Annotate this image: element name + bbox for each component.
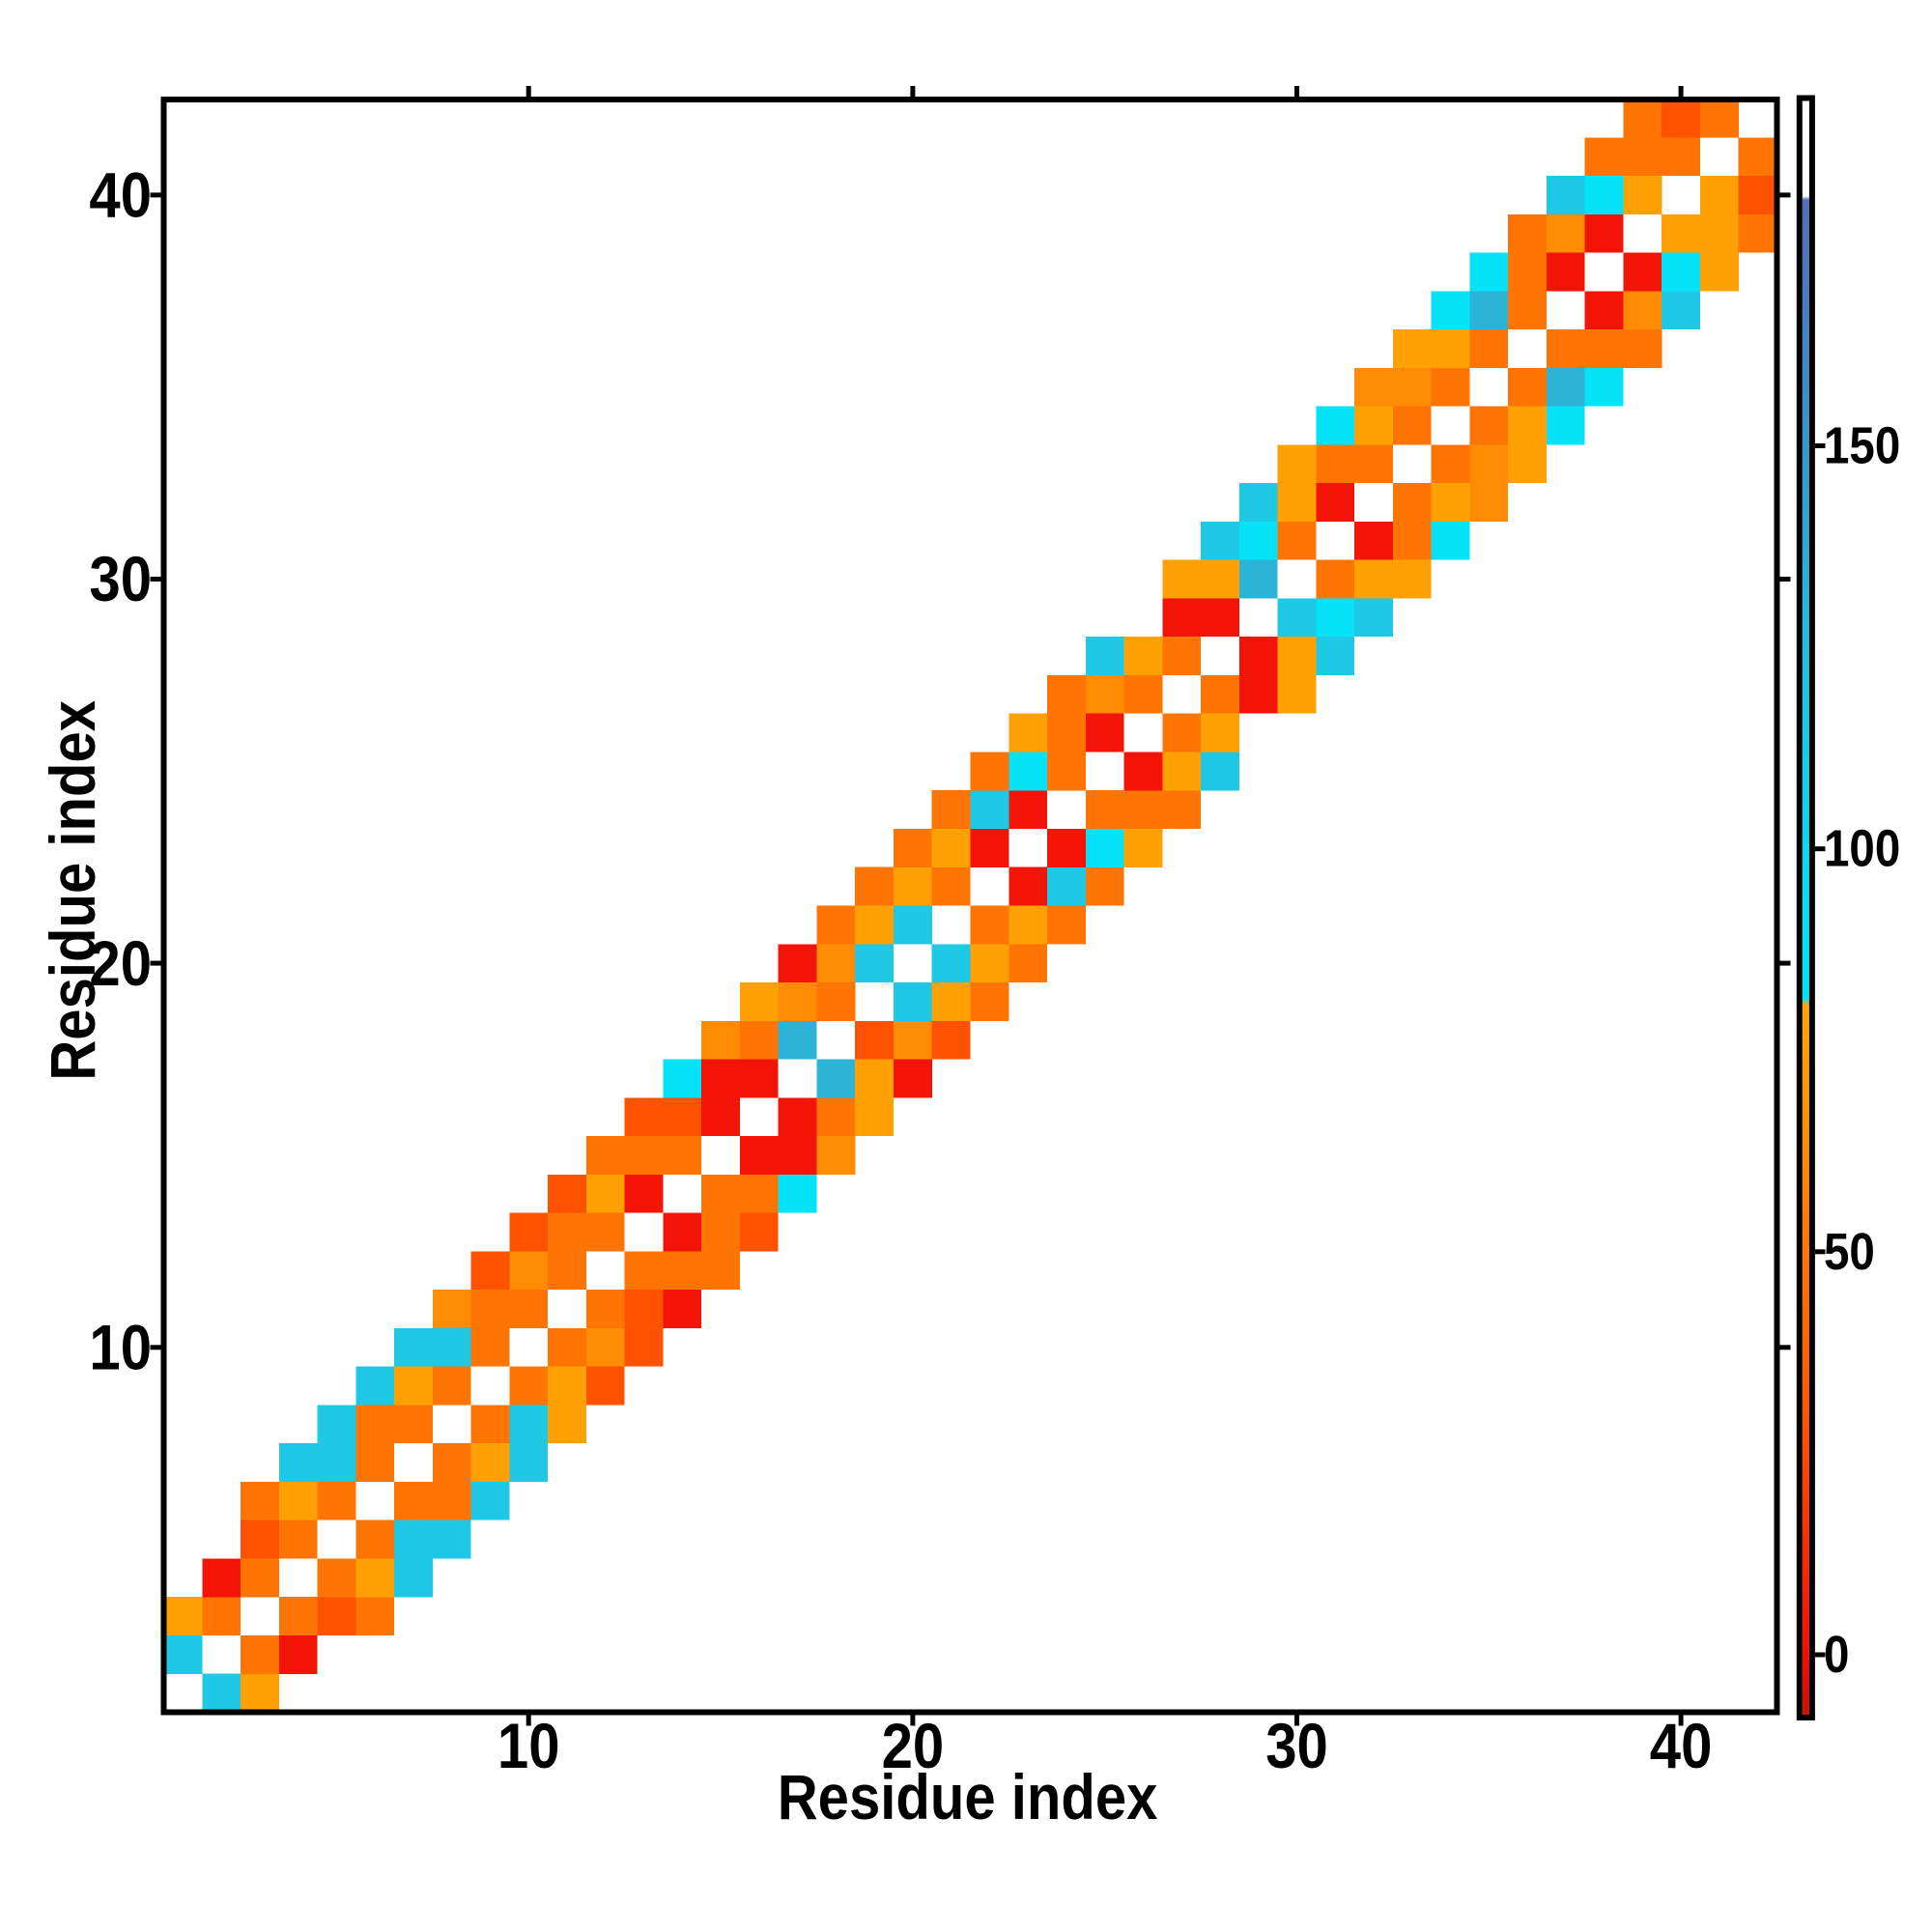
svg-text:10: 10 (89, 1313, 152, 1383)
svg-text:40: 40 (1650, 1712, 1713, 1782)
svg-text:Residue index: Residue index (39, 700, 109, 1081)
svg-text:40: 40 (89, 160, 152, 231)
svg-text:50: 50 (1824, 1222, 1875, 1281)
svg-text:30: 30 (1265, 1712, 1328, 1782)
svg-text:20: 20 (89, 928, 152, 999)
svg-text:0: 0 (1824, 1625, 1849, 1684)
svg-text:Residue index: Residue index (778, 1763, 1158, 1833)
svg-text:100: 100 (1824, 819, 1900, 878)
svg-text:30: 30 (89, 545, 152, 615)
svg-text:10: 10 (497, 1712, 560, 1782)
svg-text:150: 150 (1824, 416, 1900, 475)
svg-text:20: 20 (882, 1712, 945, 1782)
